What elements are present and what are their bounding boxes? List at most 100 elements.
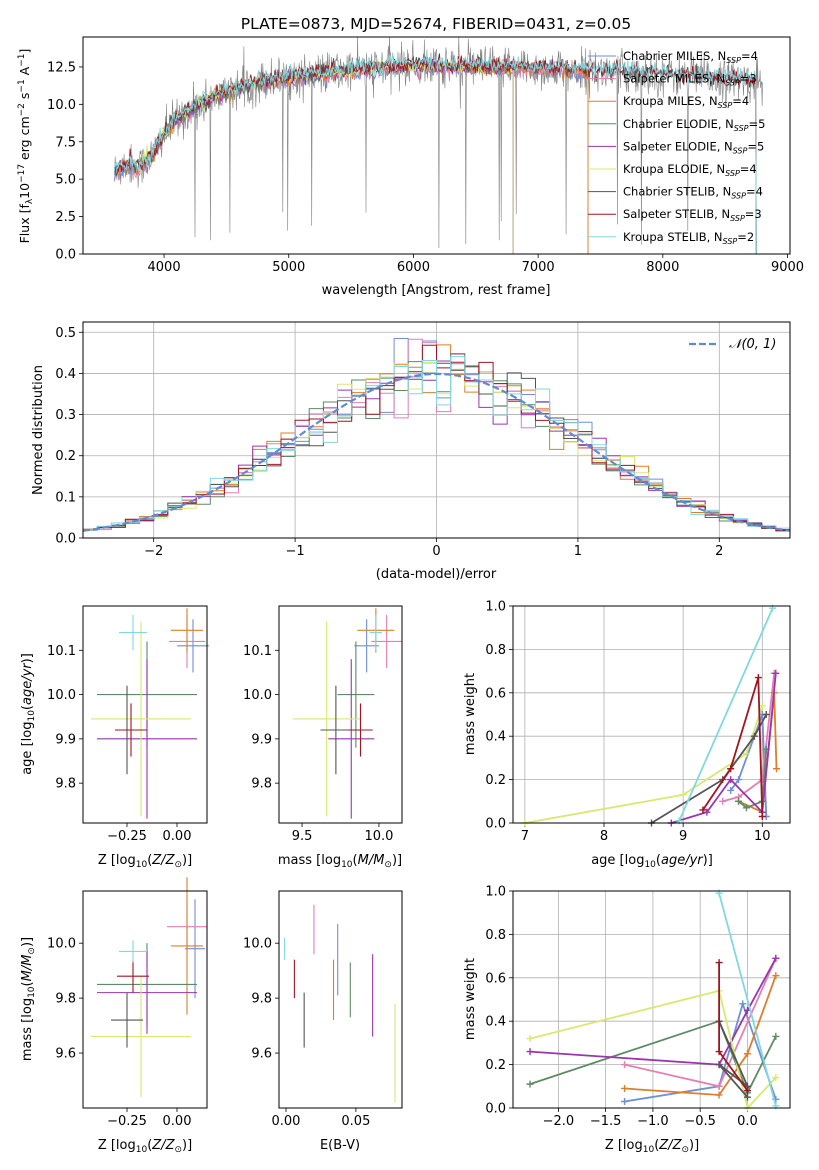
legend-subscript: SSP [725,79,740,88]
age-vs-metallicity-panel: −0.25 0.00 9.8 9.9 10.0 10.1 age [log10(age/y… [20,605,209,870]
age-vs-metallicity-frame [82,605,208,824]
legend-text: Chabrier ELODIE, N [623,117,734,131]
legend-subscript: SSP [726,56,741,65]
weight-vs-metallicity-xtick-label: 0.0 [737,1114,758,1129]
legend-subscript: SSP [718,101,733,110]
legend-count: =4 [741,49,758,63]
age-vs-metallicity-ytick-label: 9.8 [55,777,76,792]
legend-subscript: SSP [731,192,746,201]
histogram-step-salpeter-stelib [83,344,790,532]
mass-vs-extinction-xlabel: E(B-V) [320,1138,360,1153]
legend-subscript: SSP [730,214,745,223]
weight-vs-metallicity-xtick-label: −1.0 [637,1114,669,1129]
age-vs-mass-ytick-label: 10.1 [243,644,272,659]
spectrum-ytick-label: 2.5 [55,210,76,225]
weight-vs-metallicity-marker-chabrier-elodie [526,1080,534,1088]
weight-vs-metallicity-marker-salpeter-miles [621,1061,629,1069]
mass-vs-extinction-xtick-label: 0.00 [272,1114,301,1129]
histogram-ytick-label: 0.1 [55,490,76,505]
weight-vs-age-ytick-label: 0.4 [485,730,506,745]
spectrum-xtick-label: 8000 [646,260,679,275]
legend-count: =4 [746,185,763,199]
weight-vs-metallicity-marker-salpeter-elodie [526,1048,534,1056]
legend-text: Kroupa STELIB, N [623,230,723,244]
spectrum-lines [113,37,763,254]
age-vs-metallicity-xtick-label: 0.00 [163,829,192,844]
legend-subscript: SSP [734,124,749,133]
legend-subscript: SSP [723,237,738,246]
weight-vs-metallicity-ytick-label: 1.0 [485,885,506,900]
weight-vs-metallicity-marker-salpeter-stelib [715,1048,723,1056]
weight-vs-age-line-kroupa-elodie [524,705,764,824]
weight-vs-metallicity-marker-kroupa-miles [621,1084,629,1092]
spectrum-xtick-label: 7000 [522,260,555,275]
mass-vs-metallicity-ytick-label: 9.8 [55,992,76,1007]
histogram-ytick-label: 0.2 [55,449,76,464]
weight-vs-age-ytick-label: 0.6 [485,686,506,701]
weight-vs-age-marker-kroupa-elodie [742,750,750,758]
spectrum-ytick-label: 0.0 [55,248,76,263]
histogram-ytick-label: 0.4 [55,367,76,382]
weight-vs-age-panel: 7 8 9 10 0.0 0.2 0.4 0.6 0.8 1.0 mass weight age … [463,600,791,870]
legend-text: Chabrier STELIB, N [623,185,731,199]
spectrum-panel: 4000 5000 6000 7000 8000 9000 0.0 2.5 5.0 7.5 10.0… [17,36,804,298]
age-vs-mass-xtick-label: 10.0 [364,829,393,844]
weight-vs-metallicity-panel: −2.0 −1.5 −1.0 −0.5 0.0 0.0 0.2 0.4 0.6 0.8 1.0 ma… [463,885,791,1155]
weight-vs-age-marker-salpeter-elodie [772,669,780,677]
weight-vs-metallicity-xtick-label: −0.5 [684,1114,716,1129]
spectrum-xtick-label: 6000 [397,260,430,275]
weight-vs-metallicity-marker-chabrier-miles [739,1000,747,1008]
mass-vs-extinction-panel: 0.00 0.05 9.6 9.8 10.0 E(B-V) [243,890,403,1153]
weight-vs-age-marker-chabrier-stelib [750,732,758,740]
weight-vs-age-marker-chabrier-elodie [742,804,750,812]
model-spectrum-kroupa-stelib [113,52,757,254]
spectrum-ytick-label: 5.0 [55,173,76,188]
weight-vs-metallicity-ylabel: mass weight [463,958,478,1040]
histogram-xtick-label: 1 [574,544,582,559]
weight-vs-metallicity-marker-kroupa-miles [743,1050,751,1058]
residual-histogram-panel: −2 −1 0 1 2 0.0 0.1 0.2 0.3 0.4 0.5 (data-model)/e… [31,321,791,582]
spectrum-ytick-label: 7.5 [55,135,76,150]
weight-vs-metallicity-xlabel: Z [log10(Z/Z⊙)] [605,1138,699,1155]
weight-vs-age-marker-chabrier-miles [735,776,743,784]
histogram-steps [83,338,790,532]
weight-vs-metallicity-frame [512,890,791,1109]
mass-vs-metallicity-panel: −0.25 0.00 9.6 9.8 10.0 mass [log10(M/M⊙)] Z… [20,877,208,1155]
spectrum-xtick-label: 5000 [272,260,305,275]
mass-vs-extinction-ytick-label: 10.0 [243,937,272,952]
weight-vs-age-xtick-label: 7 [521,829,529,844]
weight-vs-metallicity-line-salpeter-elodie [529,957,777,1066]
histogram-frame [82,321,791,539]
mass-vs-metallicity-ytick-label: 9.6 [55,1047,76,1062]
weight-vs-metallicity-marker-kroupa-miles [772,972,780,980]
legend-count: =3 [745,207,762,221]
weight-vs-age-marker-salpeter-stelib [699,806,707,814]
weight-vs-age-marker-chabrier-elodie [735,797,743,805]
weight-vs-metallicity-marker-kroupa-elodie [772,1074,780,1082]
legend-label-kroupa-elodie: Kroupa ELODIE, NSSP=4 [623,162,757,178]
weight-vs-metallicity-xtick-label: −1.5 [590,1114,622,1129]
mass-vs-metallicity-xtick-label: −0.25 [107,1114,147,1129]
weight-vs-metallicity-ytick-label: 0.6 [485,971,506,986]
weight-vs-age-ylabel: mass weight [463,673,478,755]
age-vs-mass-ytick-label: 9.8 [251,777,272,792]
age-vs-metallicity-xtick-label: −0.25 [107,829,147,844]
weight-vs-age-ytick-label: 0.8 [485,643,506,658]
legend-text: Kroupa MILES, N [623,94,718,108]
weight-vs-age-xtick-label: 10 [754,829,771,844]
weight-vs-metallicity-marker-salpeter-miles [715,1082,723,1090]
figure-title: PLATE=0873, MJD=52674, FIBERID=0431, z=0… [241,15,631,33]
mass-vs-metallicity-ylabel: mass [log10(M/M⊙)] [20,937,37,1061]
weight-vs-metallicity-line-chabrier-elodie [529,1020,777,1095]
weight-vs-metallicity-ytick-label: 0.0 [485,1102,506,1117]
age-vs-mass-panel: 9.5 10.0 9.8 9.9 10.0 10.1 mass [log10(M/M⊙)] [243,605,403,870]
weight-vs-age-marker-kroupa-miles [773,765,781,773]
weight-vs-age-marker-chabrier-miles [727,786,735,794]
weight-vs-age-xtick-label: 9 [679,829,687,844]
weight-vs-age-ytick-label: 0.0 [485,817,506,832]
spectrum-ytick-label: 12.5 [47,60,76,75]
normal-distribution-curve [83,372,790,532]
spectrum-ytick-label: 10.0 [47,98,76,113]
weight-vs-metallicity-ytick-label: 0.8 [485,928,506,943]
legend-count: =3 [740,72,757,86]
